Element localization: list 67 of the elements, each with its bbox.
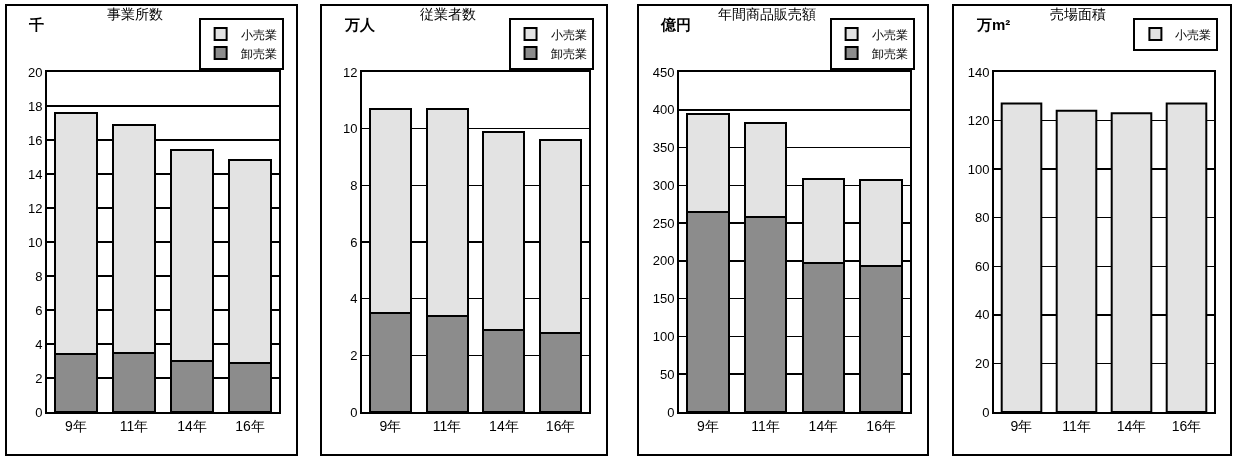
y-tick-label: 12	[342, 64, 358, 80]
x-tick-label: 16年	[235, 417, 265, 434]
y-tick-label: 120	[967, 113, 990, 129]
y-tick-label: 400	[652, 102, 675, 118]
y-tick-label: 6	[35, 302, 43, 318]
legend-label: 卸売業	[550, 46, 587, 61]
y-tick-label: 40	[974, 307, 990, 323]
y-tick-label: 0	[667, 404, 675, 420]
y-tick-label: 80	[974, 210, 990, 226]
x-tick-label: 16年	[1171, 417, 1202, 434]
y-tick-label: 0	[350, 404, 358, 420]
y-tick-label: 8	[350, 177, 358, 193]
y-tick-label: 50	[659, 366, 675, 382]
y-tick-label: 140	[967, 64, 990, 80]
x-tick-label: 14年	[808, 417, 839, 434]
y-tick-label: 100	[652, 328, 675, 344]
x-tick-label: 11年	[1062, 417, 1091, 434]
x-tick-label: 11年	[119, 417, 149, 434]
chart-title: 事業所数	[107, 6, 163, 22]
x-tick-label: 9年	[1010, 417, 1033, 434]
y-axis-title: 万m²	[976, 16, 1011, 33]
y-tick-label: 100	[967, 161, 990, 177]
y-tick-label: 350	[652, 140, 675, 156]
y-tick-label: 16	[27, 132, 43, 148]
x-tick-label: 9年	[65, 417, 87, 434]
chart-title: 売場面積	[1050, 6, 1106, 22]
x-tick-label: 14年	[489, 417, 519, 434]
y-tick-label: 0	[982, 404, 990, 420]
y-axis-title: 千	[28, 16, 44, 33]
y-tick-label: 2	[35, 370, 43, 386]
legend-label: 小売業	[871, 27, 908, 42]
y-tick-label: 0	[35, 404, 43, 420]
y-tick-label: 4	[35, 336, 43, 352]
y-tick-label: 12	[27, 200, 43, 216]
y-axis-title: 万人	[344, 16, 376, 33]
y-tick-label: 60	[974, 258, 990, 274]
x-tick-label: 11年	[432, 417, 462, 434]
y-tick-label: 8	[35, 268, 43, 284]
legend-label: 小売業	[550, 27, 587, 42]
y-tick-label: 4	[350, 291, 358, 307]
y-tick-label: 300	[652, 177, 675, 193]
x-tick-label: 9年	[379, 417, 402, 434]
chart-title: 年間商品販売額	[718, 6, 816, 22]
y-tick-label: 20	[27, 64, 43, 80]
y-tick-label: 250	[652, 215, 675, 231]
y-tick-label: 14	[27, 166, 43, 182]
y-tick-label: 10	[27, 234, 43, 250]
legend-label: 卸売業	[240, 46, 277, 61]
y-tick-label: 200	[652, 253, 675, 269]
chart-title: 従業者数	[420, 6, 476, 22]
x-tick-label: 16年	[866, 417, 896, 434]
legend-label: 卸売業	[871, 46, 908, 61]
y-tick-label: 18	[27, 98, 43, 114]
legend-label: 小売業	[1175, 27, 1212, 42]
x-tick-label: 11年	[751, 417, 780, 434]
x-tick-label: 9年	[696, 417, 719, 434]
x-tick-label: 16年	[545, 417, 576, 434]
x-tick-label: 14年	[1116, 417, 1147, 434]
x-tick-label: 14年	[177, 417, 207, 434]
legend-label: 小売業	[240, 27, 277, 42]
y-tick-label: 2	[350, 347, 358, 363]
y-tick-label: 6	[350, 234, 358, 250]
y-tick-label: 20	[974, 355, 990, 371]
y-tick-label: 10	[342, 121, 358, 137]
y-axis-title: 億円	[660, 16, 691, 33]
y-tick-label: 450	[652, 64, 675, 80]
y-tick-label: 150	[652, 291, 675, 307]
